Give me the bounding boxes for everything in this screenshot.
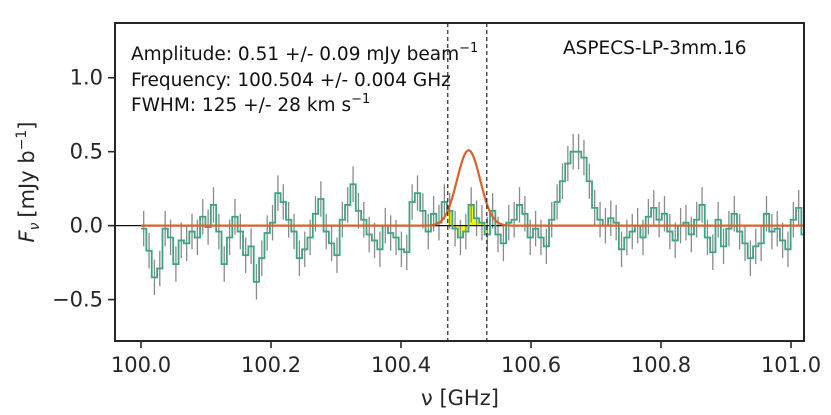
x-tick-label: 100.8 (631, 353, 691, 377)
spectrum-step-line (141, 150, 804, 283)
fit-layer (141, 148, 804, 227)
tick-layer: 100.0 100.2 100.4 100.6 100.8 101.0 −0.5 0.0 0.5… (52, 66, 821, 377)
y-axis-label: Fν[mJy b−1] (14, 121, 43, 242)
source-name-label: ASPECS-LP-3mm.16 (563, 38, 747, 59)
y-tick-label: 1.0 (70, 66, 103, 90)
plot-area (115, 23, 804, 341)
x-tick-label: 100.4 (371, 353, 431, 377)
line-fill-bin (484, 225, 487, 235)
x-tick-label: 100.0 (111, 353, 171, 377)
x-tick-label: 100.2 (241, 353, 301, 377)
x-axis-label: ν [GHz] (421, 386, 499, 410)
y-tick-label: −0.5 (52, 288, 103, 312)
y-tick-label: 0.5 (70, 140, 103, 164)
plot-frame (114, 22, 805, 342)
y-tick-label: 0.0 (70, 214, 103, 238)
gaussian-fit-line (141, 148, 804, 227)
x-tick-label: 100.6 (501, 353, 561, 377)
amplitude-annotation: Amplitude: 0.51 +/- 0.09 mJy beam−1 (131, 41, 478, 65)
spectrum-layer (141, 150, 804, 283)
frequency-annotation: Frequency: 100.504 +/- 0.004 GHz (131, 70, 451, 91)
fwhm-annotation: FWHM: 125 +/- 28 km s−1 (131, 92, 370, 116)
window-lines-layer (447, 23, 488, 341)
line-fill-layer (447, 204, 487, 238)
x-tick-label: 101.0 (761, 353, 821, 377)
